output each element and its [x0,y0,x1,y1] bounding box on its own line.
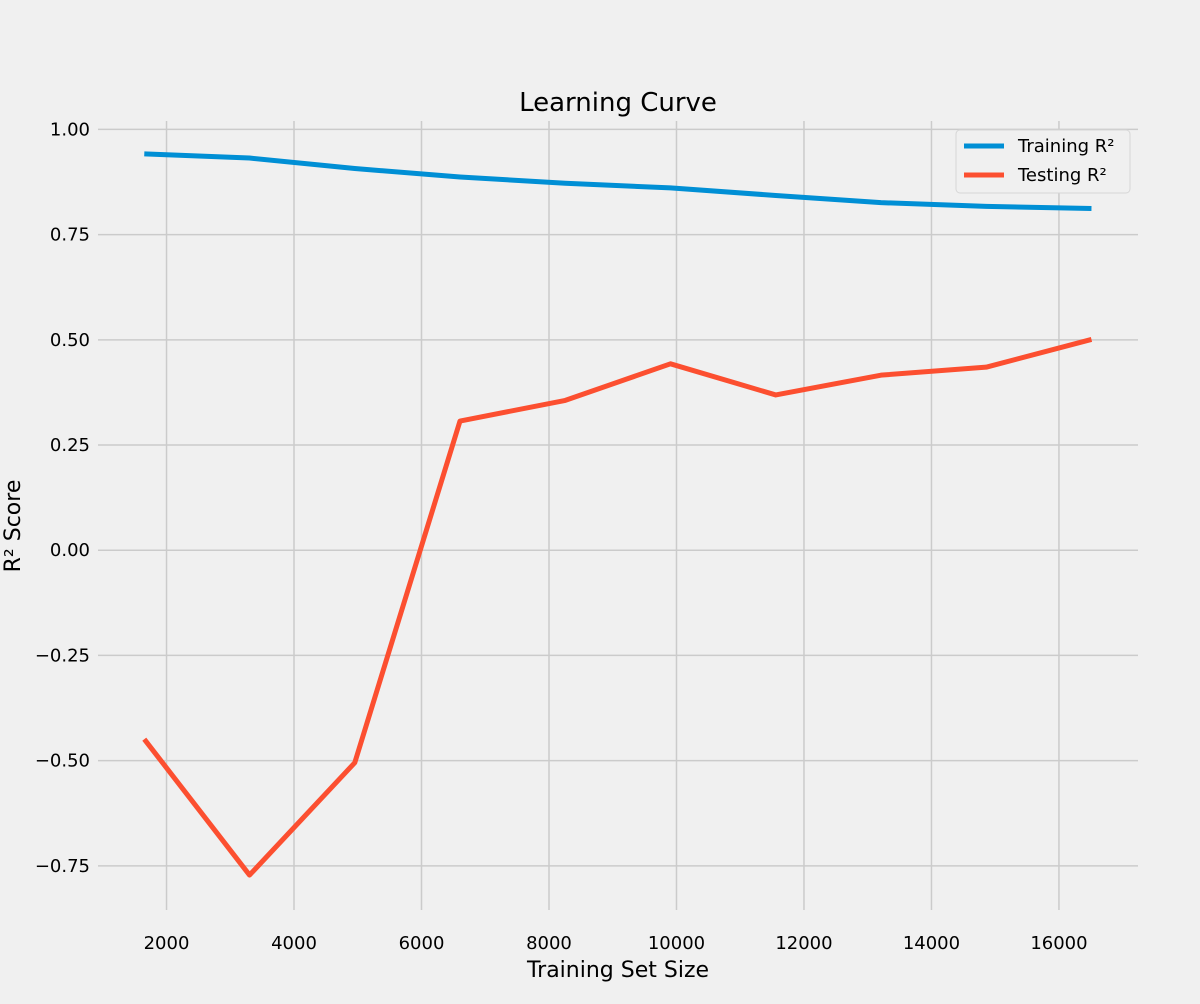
y-tick-label: −0.25 [35,645,90,666]
x-tick-label: 6000 [399,933,445,954]
y-tick-label: 0.75 [50,225,90,246]
x-tick-label: 12000 [775,933,832,954]
legend-label: Testing R² [1017,165,1107,186]
legend-label: Training R² [1017,136,1114,157]
y-tick-label: 0.00 [50,540,90,561]
y-axis-label: R² Score [1,480,26,573]
chart-title: Learning Curve [519,88,717,118]
series-line-training [144,151,1092,212]
x-tick-label: 8000 [526,933,572,954]
legend: Training R² Testing R² [955,129,1131,194]
y-tick-label: −0.75 [35,856,90,877]
y-tick-label: −0.50 [35,751,90,772]
x-tick-label: 10000 [648,933,705,954]
x-tick-label: 16000 [1030,933,1087,954]
x-tick-label: 2000 [144,933,190,954]
tick-layer: 2000 4000 6000 8000 10000 12000 14000 16000 −0.7… [35,119,1088,954]
x-tick-label: 14000 [903,933,960,954]
grid-layer [98,121,1138,910]
x-axis-label: Training Set Size [526,958,709,983]
series-layer [142,151,1093,878]
y-tick-label: 0.25 [50,435,90,456]
y-tick-label: 0.50 [50,330,90,351]
series-line-testing [142,336,1093,878]
y-tick-label: 1.00 [50,119,90,140]
x-tick-label: 4000 [271,933,317,954]
